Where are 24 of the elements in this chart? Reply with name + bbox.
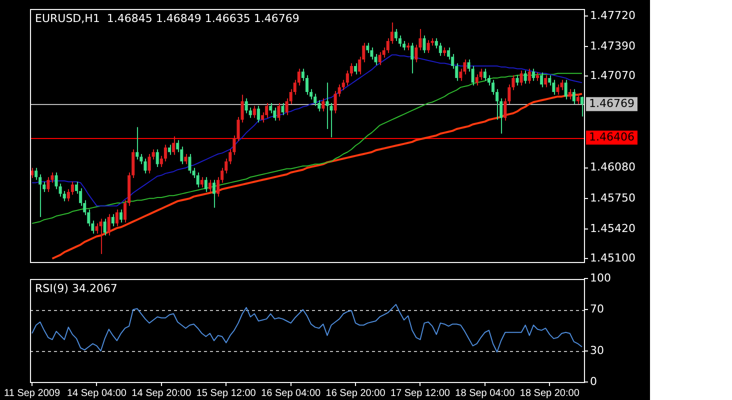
y-tick-label: 1.47720	[590, 8, 636, 22]
y-tick-label: 1.46080	[590, 160, 636, 174]
y-tick-label: 1.47390	[590, 39, 636, 52]
y-tick-label: 1.47070	[590, 69, 636, 82]
y-tick-label: 1.45100	[590, 251, 636, 264]
x-tick-label: 18 Sep 20:00	[520, 388, 580, 399]
x-tick-label: 17 Sep 12:00	[390, 388, 450, 399]
x-tick-label: 14 Sep 04:00	[66, 388, 127, 399]
y-tick-label: 100	[590, 271, 611, 284]
y-tick-label: 1.45420	[590, 222, 636, 235]
x-tick-label: 16 Sep 20:00	[326, 388, 386, 399]
x-tick-label: 15 Sep 12:00	[196, 388, 256, 399]
y-tick-label: 70	[590, 302, 604, 316]
ref-line-label: 1.46406	[589, 130, 634, 144]
x-tick-label: 14 Sep 20:00	[132, 388, 192, 399]
x-tick-label: 18 Sep 04:00	[455, 388, 516, 399]
chart-title: RSI(9) 34.2067	[35, 282, 118, 295]
y-tick-label: 30	[590, 344, 604, 357]
y-tick-label: 0	[590, 374, 597, 388]
x-tick-label: 11 Sep 2009	[4, 388, 60, 399]
chart-title: EURUSD,H1 1.46845 1.46849 1.46635 1.46769	[35, 12, 300, 25]
x-tick-label: 16 Sep 04:00	[261, 388, 322, 399]
ref-line-label: 1.46769	[589, 96, 634, 110]
y-tick-label: 1.45750	[590, 191, 636, 204]
